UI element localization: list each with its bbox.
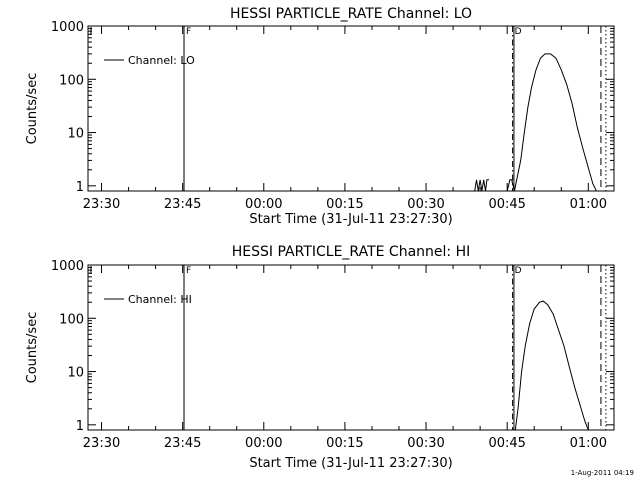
marker-label-d: D bbox=[515, 266, 522, 276]
x-tick-label: 01:00 bbox=[570, 436, 607, 451]
chart-title: HESSI PARTICLE_RATE Channel: HI bbox=[232, 244, 470, 260]
series-line-0-0 bbox=[474, 179, 490, 192]
marker-label-d: D bbox=[515, 27, 522, 37]
y-axis-label: Counts/sec bbox=[25, 73, 40, 145]
chart-title: HESSI PARTICLE_RATE Channel: LO bbox=[230, 6, 472, 22]
x-tick-label: 00:15 bbox=[326, 436, 363, 451]
series-line-0-0 bbox=[506, 53, 597, 192]
marker-label-f: F bbox=[186, 27, 191, 37]
x-tick-label: 00:45 bbox=[488, 197, 525, 212]
y-tick-label: 1000 bbox=[51, 20, 84, 35]
x-tick-label: 00:00 bbox=[245, 197, 282, 212]
y-tick-label: 1 bbox=[76, 180, 84, 195]
x-tick-label: 00:45 bbox=[488, 436, 525, 451]
panel-hi: HESSI PARTICLE_RATE Channel: HI 23:30 23:4… bbox=[25, 244, 615, 471]
x-tick-label: 23:45 bbox=[164, 436, 201, 451]
x-tick-label: 23:45 bbox=[164, 197, 201, 212]
legend-label: Channel: HI bbox=[128, 293, 192, 306]
y-tick-label: 100 bbox=[59, 312, 84, 327]
panel-lo: HESSI PARTICLE_RATE Channel: LO 23:30 23:4… bbox=[25, 6, 615, 227]
y-tick-label: 10 bbox=[67, 127, 84, 142]
x-tick-label: 00:30 bbox=[407, 197, 444, 212]
marker-label-f: F bbox=[186, 266, 191, 276]
x-tick-label: 00:15 bbox=[326, 197, 363, 212]
y-tick-label: 1 bbox=[76, 419, 84, 434]
series-line-1-0 bbox=[514, 300, 589, 431]
x-axis-label: Start Time (31-Jul-11 23:27:30) bbox=[249, 456, 452, 471]
y-tick-label: 1000 bbox=[51, 259, 84, 274]
y-axis-label: Counts/sec bbox=[25, 312, 40, 384]
plot-frame bbox=[87, 264, 615, 431]
x-tick-label: 00:00 bbox=[245, 436, 282, 451]
plot-frame bbox=[87, 25, 615, 192]
legend-label: Channel: LO bbox=[128, 54, 195, 67]
x-tick-label: 23:30 bbox=[83, 197, 120, 212]
generation-timestamp: 1-Aug-2011 04:19 bbox=[571, 469, 634, 477]
y-tick-label: 100 bbox=[59, 73, 84, 88]
y-tick-label: 10 bbox=[67, 366, 84, 381]
x-axis-label: Start Time (31-Jul-11 23:27:30) bbox=[249, 212, 452, 227]
x-tick-label: 01:00 bbox=[570, 197, 607, 212]
x-tick-label: 23:30 bbox=[83, 436, 120, 451]
x-tick-label: 00:30 bbox=[407, 436, 444, 451]
